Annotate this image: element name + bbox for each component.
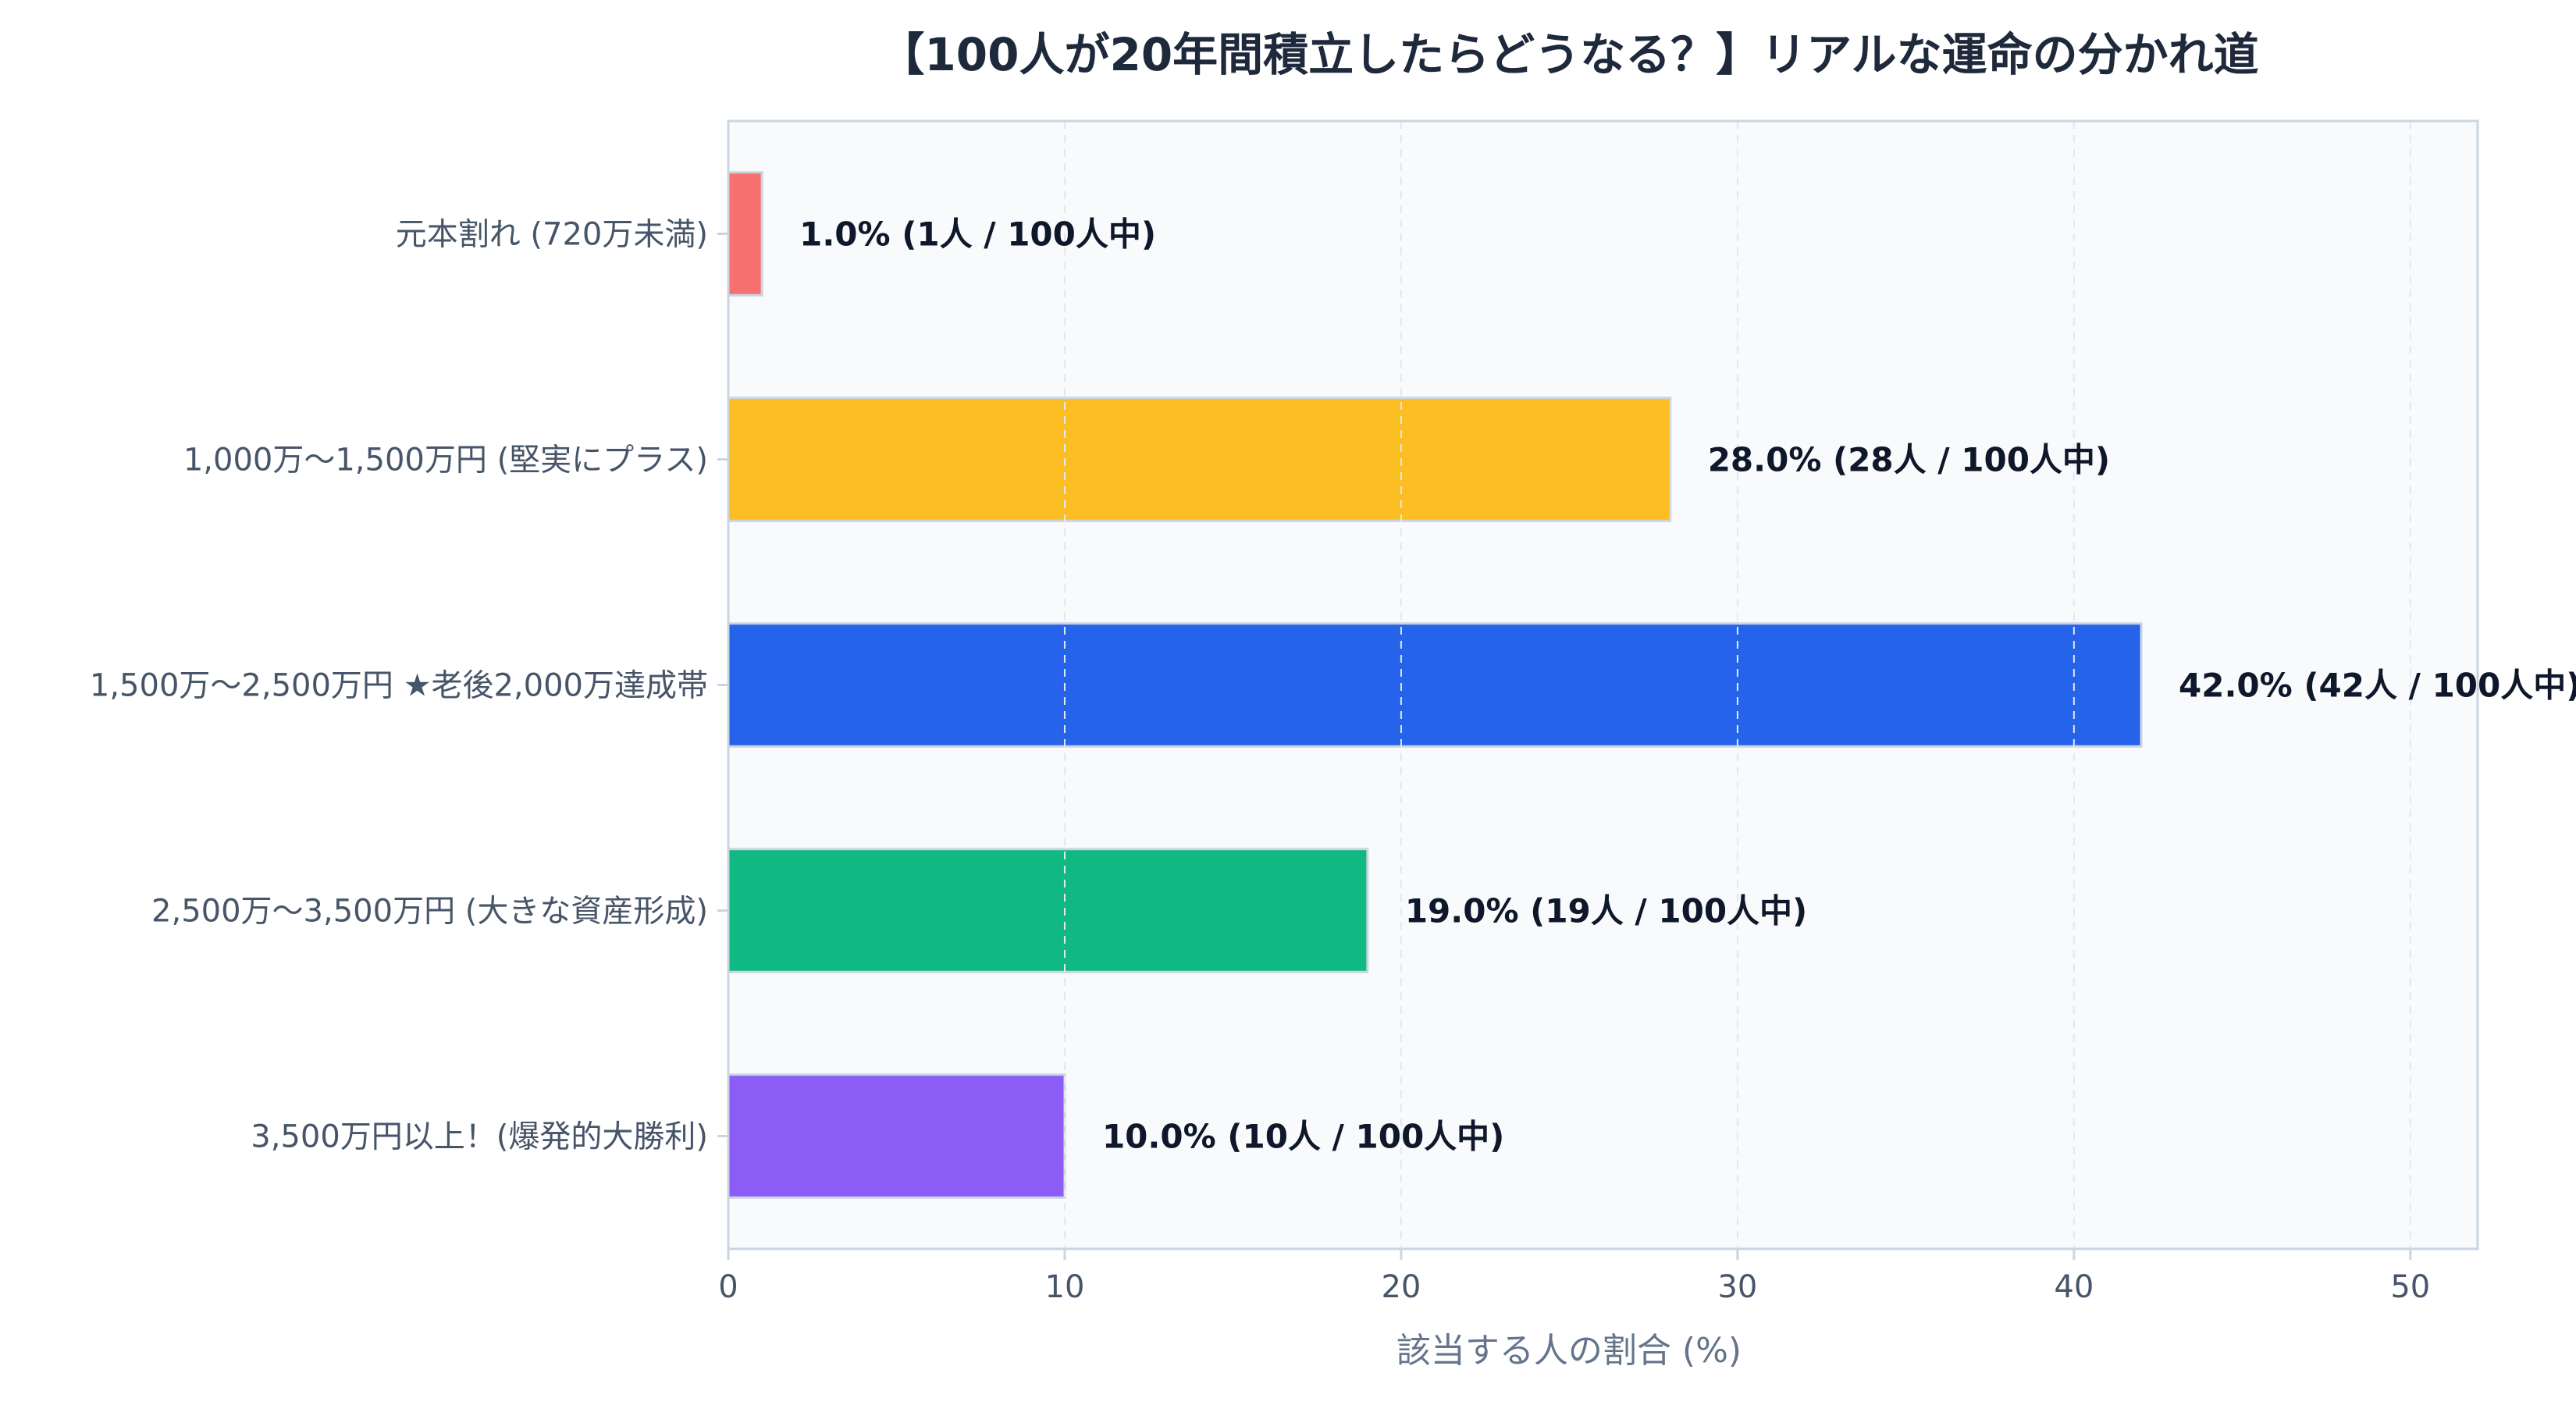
category-label-4: 2,500万〜3,500万円 (大きな資産形成) (151, 894, 708, 930)
category-label-3: 1,500万〜2,500万円 ★老後2,000万達成帯 (90, 668, 708, 704)
bar-5 (727, 1073, 1066, 1199)
data-label-5: 10.0% (10人 / 100人中) (1102, 1118, 1504, 1156)
bar-4 (727, 848, 1369, 973)
data-label-1: 1.0% (1人 / 100人中) (799, 215, 1156, 254)
chart-title: 【100人が20年間積立したらどうなる？】リアルな運命の分かれ道 (879, 28, 2258, 81)
bar-3 (727, 622, 2143, 748)
category-label-5: 3,500万円以上！(爆発的大勝利) (251, 1119, 708, 1155)
x-tick-label-2: 20 (1381, 1269, 1421, 1305)
category-label-2: 1,000万〜1,500万円 (堅実にプラス) (183, 443, 708, 478)
x-axis-label: 該当する人の割合 (%) (1397, 1331, 1742, 1371)
bar-2 (727, 397, 1672, 522)
x-tick-label-0: 0 (718, 1269, 738, 1305)
plot-area: 0 10 20 30 40 50 元本割れ (720万未満) 1,000万〜1,500万円 (… (90, 119, 2576, 1305)
x-tick-label-5: 50 (2390, 1269, 2430, 1305)
x-tick-label-3: 30 (1717, 1269, 1757, 1305)
bar-1 (727, 171, 763, 297)
data-label-3: 42.0% (42人 / 100人中) (2179, 667, 2576, 705)
x-tick-label-4: 40 (2054, 1269, 2094, 1305)
category-label-1: 元本割れ (720万未満) (396, 217, 708, 253)
x-tick-label-1: 10 (1045, 1269, 1085, 1305)
data-label-4: 19.0% (19人 / 100人中) (1405, 892, 1807, 930)
data-label-2: 28.0% (28人 / 100人中) (1708, 441, 2110, 479)
